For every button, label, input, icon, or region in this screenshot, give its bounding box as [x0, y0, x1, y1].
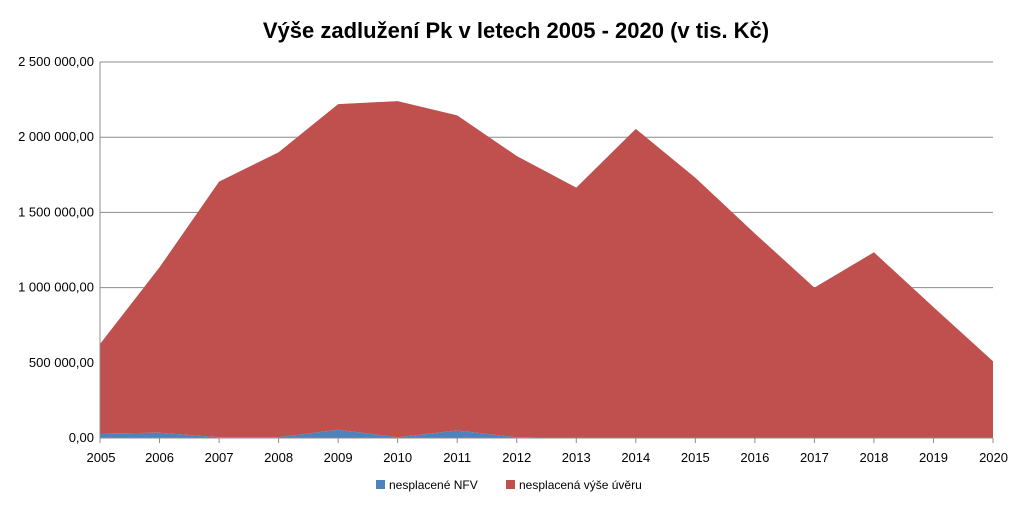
legend-swatch	[506, 480, 515, 489]
plot-area	[100, 101, 993, 438]
legend-label: nesplacené NFV	[389, 478, 478, 492]
x-tick-label: 2018	[859, 450, 888, 465]
x-tick-label: 2017	[800, 450, 829, 465]
area-series-0	[100, 429, 993, 438]
x-tick-label: 2005	[87, 450, 116, 465]
y-tick-label: 1 000 000,00	[18, 280, 94, 295]
x-tick-label: 2019	[919, 450, 948, 465]
legend: nesplacené NFV nesplacená výše úvěru	[376, 478, 642, 492]
y-tick-label: 500 000,00	[29, 355, 94, 370]
y-tick-label: 2 500 000,00	[18, 54, 94, 69]
x-tick-label: 2009	[324, 450, 353, 465]
x-tick-label: 2020	[979, 450, 1008, 465]
x-tick-label: 2012	[502, 450, 531, 465]
legend-label: nesplacená výše úvěru	[519, 478, 642, 492]
x-tick-label: 2014	[621, 450, 650, 465]
y-tick-label: 1 500 000,00	[18, 204, 94, 219]
chart-title: Výše zadlužení Pk v letech 2005 - 2020 (…	[263, 18, 769, 43]
x-tick-label: 2010	[383, 450, 412, 465]
x-tick-label: 2008	[264, 450, 293, 465]
y-tick-label: 0,00	[69, 430, 94, 445]
x-tick-label: 2016	[740, 450, 769, 465]
y-tick-label: 2 000 000,00	[18, 129, 94, 144]
x-tick-label: 2013	[562, 450, 591, 465]
x-tick-label: 2006	[145, 450, 174, 465]
x-tick-label: 2007	[205, 450, 234, 465]
axes: 0,00 500 000,00 1 000 000,00 1 500 000,00 2 …	[18, 54, 1008, 465]
legend-swatch	[376, 480, 385, 489]
x-tick-label: 2015	[681, 450, 710, 465]
area-series-1	[100, 101, 993, 438]
x-tick-label: 2011	[443, 450, 471, 465]
